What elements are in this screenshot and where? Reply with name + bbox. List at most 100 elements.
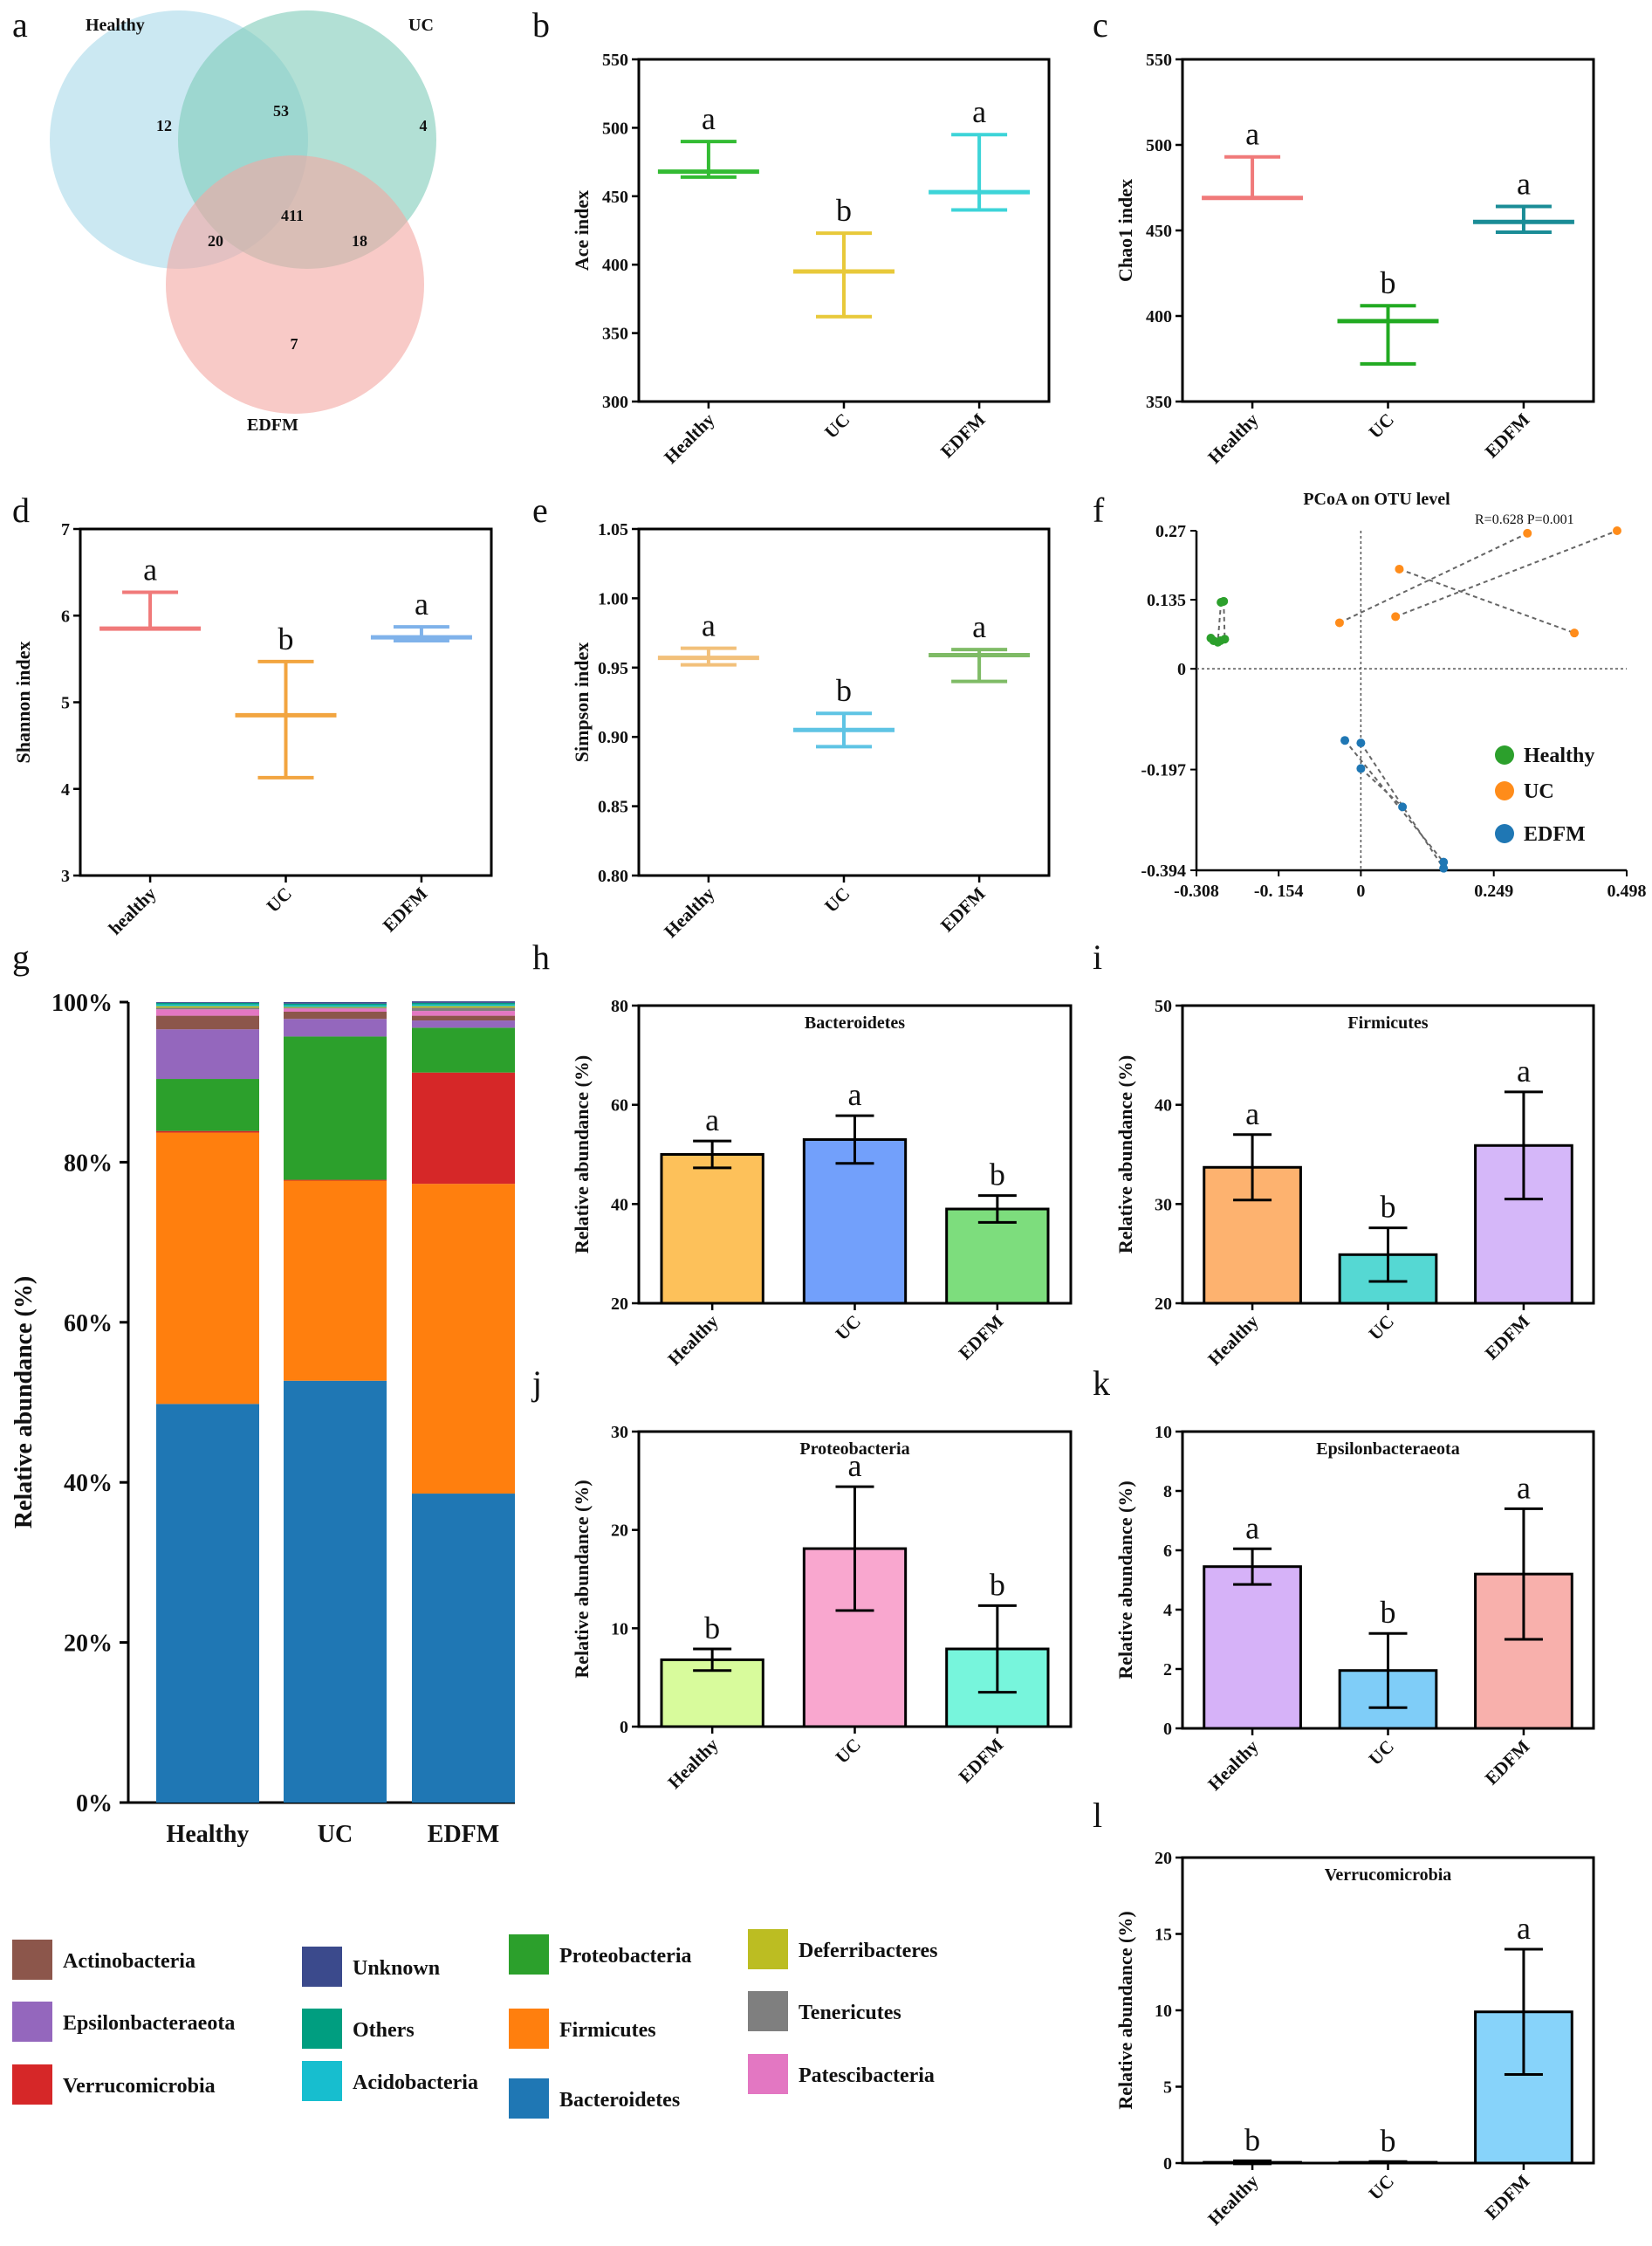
stack-seg-patescibacteria [412, 1011, 515, 1016]
panel-i-ylabel: Relative abundance (%) [1114, 1055, 1136, 1254]
panel-e-xcat-label: UC [820, 883, 853, 917]
panel-h-ytick-label: 20 [611, 1295, 628, 1314]
pcoa-link [1339, 532, 1528, 624]
panel-j-ytick-label: 30 [611, 1423, 628, 1442]
panel-label-l: l [1093, 1796, 1102, 1835]
panel-label-j: j [531, 1363, 542, 1403]
panel-k-xcat-label: UC [1365, 1736, 1398, 1769]
panel-i-ytick-label: 30 [1155, 1195, 1172, 1214]
pcoa-title: PCoA on OTU level [1303, 490, 1450, 509]
pcoa-point-healthy [1219, 596, 1229, 606]
panel-d-xcat-label: UC [263, 883, 296, 917]
panel-l-title: Verrucomicrobia [1325, 1865, 1452, 1885]
panel-i-xcat-label: UC [1365, 1311, 1398, 1344]
panel-k-ytick-label: 0 [1163, 1720, 1172, 1739]
panel-d-ylabel: Shannon index [12, 641, 34, 763]
venn-label-healthy: Healthy [86, 16, 145, 35]
panel-k-sig-letter: b [1381, 1595, 1396, 1630]
pcoa-xtick-label: 0 [1356, 882, 1365, 901]
panel-d-ytick-label: 5 [61, 694, 70, 713]
stack-seg-others [156, 1002, 259, 1005]
panel-e-sig-letter: a [702, 608, 716, 643]
stack-ytick-label: 80% [64, 1150, 113, 1177]
panel-j-xcat-label: Healthy [663, 1734, 723, 1793]
panel-j-title: Proteobacteria [799, 1439, 909, 1459]
venn-count-edfm_only: 7 [291, 335, 298, 353]
panel-h-ytick-label: 40 [611, 1195, 628, 1214]
panel-b-ytick-label: 400 [602, 256, 628, 275]
venn-count-uc_edfm: 18 [352, 232, 367, 250]
panel-j-ylabel: Relative abundance (%) [571, 1480, 593, 1678]
stack-seg-deferribacteres [156, 1006, 259, 1008]
panel-label-d: d [12, 491, 30, 530]
panel-e-sig-letter: b [836, 673, 852, 708]
panel-c-sig-letter: a [1517, 167, 1531, 202]
stack-seg-patescibacteria [156, 1009, 259, 1016]
panel-h-xcat-label: EDFM [955, 1310, 1008, 1363]
panel-d-sig-letter: b [278, 622, 294, 656]
panel-c-ytick-label: 350 [1146, 393, 1172, 412]
panel-j-sig-letter: a [848, 1448, 862, 1483]
panel-h-ytick-label: 80 [611, 997, 628, 1016]
panel-d-sig-letter: a [415, 587, 428, 622]
panel-i-ytick-label: 50 [1155, 997, 1172, 1016]
pcoa-point-uc [1395, 564, 1404, 574]
panel-h-ytick-label: 60 [611, 1096, 628, 1116]
panel-j-ytick-label: 10 [611, 1619, 628, 1638]
stack-seg-acidobacteria [156, 1004, 259, 1006]
pcoa-point-uc [1523, 528, 1532, 538]
panel-b-ytick-label: 500 [602, 119, 628, 138]
pcoa-point-edfm [1340, 736, 1350, 745]
panel-e-ytick-label: 0.85 [598, 798, 628, 817]
pcoa-link [1360, 767, 1403, 808]
panel-h-title: Bacteroidetes [805, 1013, 905, 1033]
legend-label-bacteroidetes: Bacteroidetes [559, 2089, 680, 2112]
panel-label-b: b [532, 5, 550, 45]
legend-swatch-firmicutes [509, 2009, 549, 2049]
stack-ylabel: Relative abundance (%) [10, 1276, 38, 1528]
panel-c-ytick-label: 550 [1146, 51, 1172, 70]
panel-label-a: a [12, 5, 28, 45]
panel-l-sig-letter: b [1381, 2123, 1396, 2158]
panel-l-sig-letter: b [1244, 2122, 1260, 2157]
panel-e-xcat-label: EDFM [936, 883, 990, 936]
legend-swatch-proteobacteria [509, 1934, 549, 1975]
legend-swatch-deferribacteres [748, 1929, 788, 1969]
panel-k-xcat-label: EDFM [1481, 1735, 1534, 1789]
panel-d-sig-letter: a [143, 552, 157, 587]
pcoa-ytick-label: 0.27 [1155, 522, 1186, 541]
panel-label-f: f [1093, 491, 1105, 530]
panel-b-sig-letter: a [702, 101, 716, 136]
legend-swatch-unknown [302, 1947, 342, 1987]
pcoa-ytick-label: -0.394 [1141, 862, 1186, 881]
stack-xcat-label: UC [318, 1821, 353, 1848]
panel-e-ytick-label: 0.80 [598, 867, 628, 886]
legend-swatch-patescibacteria [748, 2054, 788, 2094]
legend-swatch-verrucomicrobia [12, 2064, 52, 2105]
pcoa-link [1217, 601, 1223, 642]
panel-l-ytick-label: 5 [1163, 2078, 1172, 2098]
stack-seg-unknown [412, 1001, 515, 1003]
stack-seg-acidobacteria [284, 1005, 387, 1007]
panel-b-ylabel: Ace index [571, 190, 593, 271]
panel-h-bar-uc [802, 1137, 908, 1305]
legend-label-verrucomicrobia: Verrucomicrobia [63, 2075, 216, 2098]
legend-label-others: Others [353, 2019, 415, 2042]
panel-d-xcat-label: healthy [105, 883, 161, 938]
legend-label-tenericutes: Tenericutes [799, 2002, 901, 2024]
pcoa-link [1344, 739, 1444, 863]
panel-d-ytick-label: 6 [61, 607, 70, 626]
pcoa-legend-marker-edfm [1495, 824, 1514, 843]
legend-swatch-epsilonbacteraeota [12, 2002, 52, 2042]
panel-l-sig-letter: a [1517, 1911, 1531, 1946]
panel-b-xcat-label: EDFM [936, 409, 990, 462]
stack-seg-firmicutes [284, 1180, 387, 1381]
legend-label-patescibacteria: Patescibacteria [799, 2064, 935, 2087]
pcoa-xtick-label: 0.498 [1607, 882, 1647, 901]
pcoa-legend-label-uc: UC [1524, 780, 1554, 803]
panel-k-sig-letter: a [1517, 1470, 1531, 1505]
panel-l-xcat-label: Healthy [1203, 2170, 1263, 2229]
stack-seg-deferribacteres [412, 1006, 515, 1008]
panel-e-ytick-label: 1.00 [598, 589, 628, 608]
